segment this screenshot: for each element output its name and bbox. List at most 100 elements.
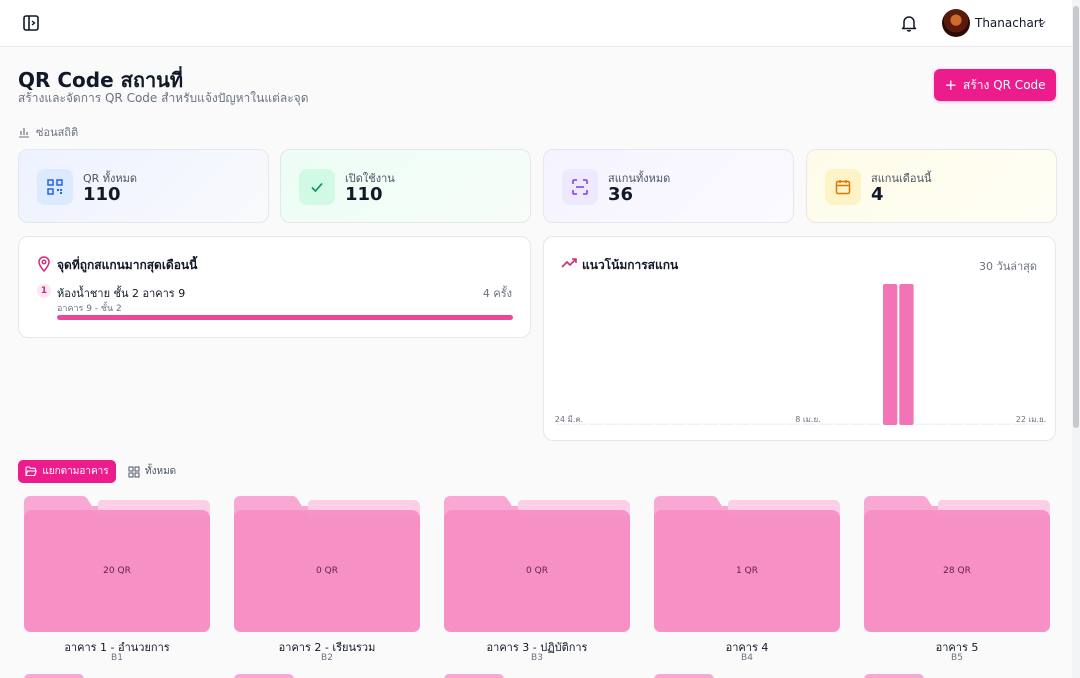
sidebar-toggle-icon[interactable]	[22, 14, 40, 32]
chart-bar-baseline	[931, 423, 947, 425]
chevron-down-icon[interactable]	[1036, 17, 1048, 29]
folder-qr-count: 0 QR	[526, 566, 548, 576]
building-code: B3	[531, 653, 543, 663]
chart-bar-baseline	[964, 423, 979, 425]
create-qr-button[interactable]: + สร้าง QR Code	[934, 69, 1056, 101]
grid-icon	[128, 466, 140, 477]
username[interactable]: Thanachart	[975, 16, 1044, 30]
folder-icon	[24, 496, 210, 632]
folder-peek	[444, 674, 504, 678]
folder-peek	[654, 674, 714, 678]
building-code: B2	[321, 653, 333, 663]
check-icon	[299, 169, 335, 205]
building-name: อาคาร 1 - อำนวยการ	[64, 641, 170, 654]
building-name: อาคาร 5	[935, 641, 979, 654]
map-pin-icon	[38, 256, 50, 272]
chart-bar-baseline	[768, 423, 784, 425]
tab-by-building[interactable]: แยกตามอาคาร	[18, 460, 116, 483]
chart-bar-baseline	[850, 423, 865, 425]
chart-bar-baseline	[915, 423, 930, 425]
scan-trend-card: แนวโน้มการสแกน 30 วันล่าสุด 24 มี.ค. 8 เม…	[543, 236, 1056, 441]
building-folder[interactable]: 0 QR อาคาร 2 - เรียนรวม B2	[234, 496, 420, 666]
building-name: อาคาร 2 - เรียนรวม	[278, 641, 376, 654]
stat-card-total-qr: QR ทั้งหมด 110	[18, 149, 269, 223]
top-places-title: จุดที่ถูกสแกนมากสุดเดือนนี้	[57, 258, 198, 272]
place-name: ห้องน้ำชาย ชั้น 2 อาคาร 9	[57, 287, 186, 300]
stat-label: เปิดใช้งาน	[345, 172, 395, 185]
trend-chart: 24 มี.ค. 8 เม.ย. 22 เม.ย.	[555, 284, 1047, 425]
folder-peek	[24, 674, 84, 678]
folder-open-icon	[25, 466, 38, 477]
trend-range: 30 วันล่าสุด	[979, 260, 1037, 273]
chart-bar-baseline	[573, 423, 588, 425]
chart-bar-baseline	[980, 423, 996, 425]
folder-icon	[654, 496, 840, 632]
building-folder[interactable]: 28 QR อาคาร 5 B5	[864, 496, 1050, 666]
page-title: QR Code สถานที่	[18, 68, 184, 92]
chart-bar-baseline	[687, 423, 702, 425]
folder-icon	[864, 496, 1050, 632]
folder-qr-count: 28 QR	[943, 566, 971, 576]
place-count: 4 ครั้ง	[482, 287, 512, 300]
top-places-card: จุดที่ถูกสแกนมากสุดเดือนนี้ 1 ห้องน้ำชาย…	[18, 236, 531, 338]
trending-up-icon	[561, 258, 577, 268]
calendar-icon	[825, 169, 861, 205]
folder-peek	[234, 674, 294, 678]
page-subtitle: สร้างและจัดการ QR Code สำหรับแจ้งปัญหาใน…	[18, 91, 309, 105]
building-folder[interactable]: 0 QR อาคาร 3 - ปฏิบัติการ B3	[444, 496, 630, 666]
chart-tick-label: 8 เม.ย.	[795, 415, 820, 424]
building-code: B4	[741, 653, 753, 663]
hide-stats-label: ซ่อนสถิติ	[36, 126, 79, 139]
bell-icon[interactable]	[899, 13, 919, 33]
stat-value: 36	[608, 184, 634, 205]
chart-bar-baseline	[605, 423, 621, 425]
stat-value: 110	[83, 184, 121, 205]
scrollbar[interactable]	[1072, 0, 1080, 678]
plus-icon: +	[944, 75, 958, 94]
chart-bar-baseline	[997, 423, 1012, 425]
place-progress-bar	[57, 315, 513, 320]
chart-bar-baseline	[834, 423, 849, 425]
chart-bar-baseline	[736, 423, 751, 425]
chart-bar-baseline	[801, 423, 816, 425]
stat-label: สแกนทั้งหมด	[608, 172, 671, 185]
top-bar: Thanachart	[0, 0, 1080, 47]
folder-peek	[864, 674, 924, 678]
scan-icon	[562, 169, 598, 205]
building-name: อาคาร 4	[725, 641, 769, 654]
qr-icon	[37, 169, 73, 205]
chart-bar-baseline	[671, 423, 686, 425]
tab-all[interactable]: ทั้งหมด	[128, 460, 176, 483]
chart-bar[interactable]	[883, 284, 898, 425]
place-location: อาคาร 9 - ชั้น 2	[57, 304, 122, 314]
building-code: B5	[951, 653, 963, 663]
rank-badge: 1	[37, 284, 51, 298]
hide-stats-toggle[interactable]: ซ่อนสถิติ	[18, 123, 78, 141]
avatar[interactable]	[942, 9, 970, 37]
chart-bar-baseline	[654, 423, 670, 425]
stat-value: 4	[871, 184, 884, 205]
chart-bar[interactable]	[899, 284, 914, 425]
building-folder[interactable]: 20 QR อาคาร 1 - อำนวยการ B1	[24, 496, 210, 666]
chart-bar-baseline	[720, 423, 735, 425]
folder-qr-count: 1 QR	[736, 566, 758, 576]
bar-chart-icon	[19, 128, 29, 138]
folder-qr-count: 0 QR	[316, 566, 338, 576]
chart-bar-baseline	[817, 423, 833, 425]
building-folder[interactable]: 1 QR อาคาร 4 B4	[654, 496, 840, 666]
chart-tick-label: 24 มี.ค.	[555, 415, 583, 424]
stat-card-total-scans: สแกนทั้งหมด 36	[543, 149, 794, 223]
chart-bar-baseline	[638, 423, 653, 425]
chart-bar-baseline	[703, 423, 718, 425]
chart-bar-baseline	[589, 423, 604, 425]
building-code: B1	[111, 653, 123, 663]
folder-qr-count: 20 QR	[103, 566, 131, 576]
chart-bar-baseline	[752, 423, 767, 425]
tab-all-label: ทั้งหมด	[145, 466, 177, 477]
chart-bar-baseline	[1029, 423, 1044, 425]
chart-bar-baseline	[557, 423, 572, 425]
stat-card-active: เปิดใช้งาน 110	[280, 149, 531, 223]
chart-tick-label: 22 เม.ย.	[1016, 415, 1047, 424]
stat-label: QR ทั้งหมด	[83, 172, 138, 185]
tab-by-building-label: แยกตามอาคาร	[42, 466, 109, 477]
